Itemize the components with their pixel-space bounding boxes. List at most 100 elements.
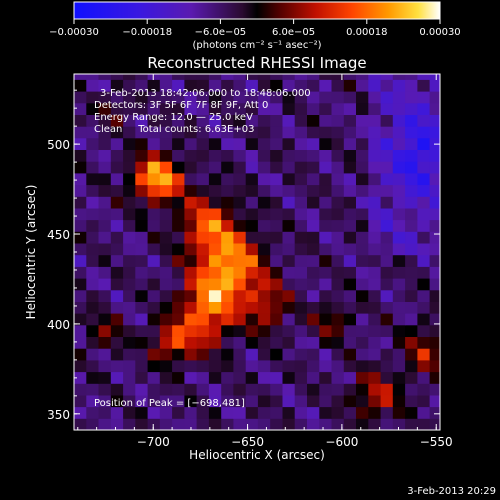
heatmap-cell [135, 137, 149, 150]
heatmap-cell [135, 289, 149, 302]
heatmap-cell [429, 336, 440, 349]
heatmap-cell [307, 196, 320, 209]
heatmap-image [74, 74, 440, 430]
heatmap-cell [417, 289, 431, 302]
heatmap-cell [392, 266, 406, 279]
heatmap-cell [405, 243, 418, 256]
heatmap-cell [368, 383, 382, 396]
heatmap-cell [233, 149, 247, 162]
heatmap-cell [233, 324, 247, 337]
heatmap-cell [368, 74, 382, 80]
heatmap-cell [257, 289, 271, 302]
y-tick-label: 400 [47, 318, 70, 332]
heatmap-cell [221, 196, 234, 209]
heatmap-cell [331, 278, 345, 291]
heatmap-cell [307, 161, 320, 174]
heatmap-cell [208, 79, 222, 92]
heatmap-cell [270, 137, 283, 150]
heatmap-cell [74, 406, 87, 419]
colorbar-tick-label: 0.00030 [419, 27, 460, 38]
heatmap-cell [110, 324, 124, 337]
heatmap-cell [196, 278, 210, 291]
heatmap-cell [270, 278, 283, 291]
heatmap-cell [184, 406, 198, 419]
heatmap-cell [172, 371, 185, 384]
heatmap-cell [356, 418, 369, 430]
heatmap-cell [392, 91, 406, 104]
heatmap-cell [257, 266, 271, 279]
heatmap-cell [172, 243, 185, 256]
heatmap-cell [331, 289, 345, 302]
heatmap-cell [356, 254, 369, 267]
heatmap-cell [294, 91, 308, 104]
heatmap-cell [221, 254, 234, 267]
heatmap-cell [172, 336, 185, 349]
heatmap-cell [257, 418, 271, 430]
heatmap-cell [86, 79, 100, 92]
footer-timestamp: 3-Feb-2013 20:29 [407, 486, 496, 497]
heatmap-cell [368, 102, 382, 115]
heatmap-cell [86, 383, 100, 396]
heatmap-cell [245, 336, 259, 349]
heatmap-cell [147, 231, 161, 244]
heatmap-cell [282, 184, 296, 197]
heatmap-cell [184, 219, 198, 232]
heatmap-cell [257, 74, 271, 80]
heatmap-cell [356, 149, 369, 162]
heatmap-cell [110, 371, 124, 384]
heatmap-cell [405, 126, 418, 139]
heatmap-cell [123, 394, 136, 408]
heatmap-cell [270, 231, 283, 244]
heatmap-cell [356, 348, 369, 361]
heatmap-cell [368, 196, 382, 209]
heatmap-cell [319, 207, 333, 221]
heatmap-cell [356, 231, 369, 244]
heatmap-cell [429, 149, 440, 162]
heatmap-cell [98, 383, 112, 396]
heatmap-cell [159, 254, 173, 267]
heatmap-cell [294, 207, 308, 221]
heatmap-cell [331, 172, 345, 186]
heatmap-cell [245, 172, 259, 186]
heatmap-cell [429, 196, 440, 209]
heatmap-cell [74, 114, 87, 127]
heatmap-cell [233, 102, 247, 115]
heatmap-cell [123, 359, 136, 373]
heatmap-cell [417, 336, 431, 349]
heatmap-cell [172, 126, 185, 139]
heatmap-cell [343, 91, 357, 104]
heatmap-cell [208, 336, 222, 349]
heatmap-cell [184, 394, 198, 408]
heatmap-cell [405, 301, 418, 314]
heatmap-cell [392, 418, 406, 430]
heatmap-cell [98, 102, 112, 115]
heatmap-cell [343, 79, 357, 92]
colorbar-tick-label: 6.0e−05 [272, 27, 315, 38]
heatmap-cell [221, 406, 234, 419]
heatmap-cell [123, 172, 136, 186]
heatmap-cell [196, 114, 210, 127]
heatmap-cell [343, 418, 357, 430]
heatmap-cell [221, 324, 234, 337]
heatmap-cell [221, 336, 234, 349]
heatmap-cell [184, 184, 198, 197]
heatmap-cell [86, 161, 100, 174]
heatmap-cell [282, 278, 296, 291]
heatmap-cell [417, 74, 431, 80]
heatmap-cell [307, 74, 320, 80]
heatmap-cell [245, 207, 259, 221]
heatmap-cell [392, 243, 406, 256]
colorbar-tick-label: −0.00018 [122, 27, 172, 38]
heatmap-cell [221, 172, 234, 186]
heatmap-cell [86, 126, 100, 139]
heatmap-cell [135, 324, 149, 337]
heatmap-cell [135, 243, 149, 256]
heatmap-cell [380, 91, 394, 104]
heatmap-cell [159, 172, 173, 186]
heatmap-cell [123, 91, 136, 104]
heatmap-cell [368, 348, 382, 361]
heatmap-cell [319, 324, 333, 337]
heatmap-cell [294, 289, 308, 302]
heatmap-cell [270, 313, 283, 326]
heatmap-cell [123, 406, 136, 419]
